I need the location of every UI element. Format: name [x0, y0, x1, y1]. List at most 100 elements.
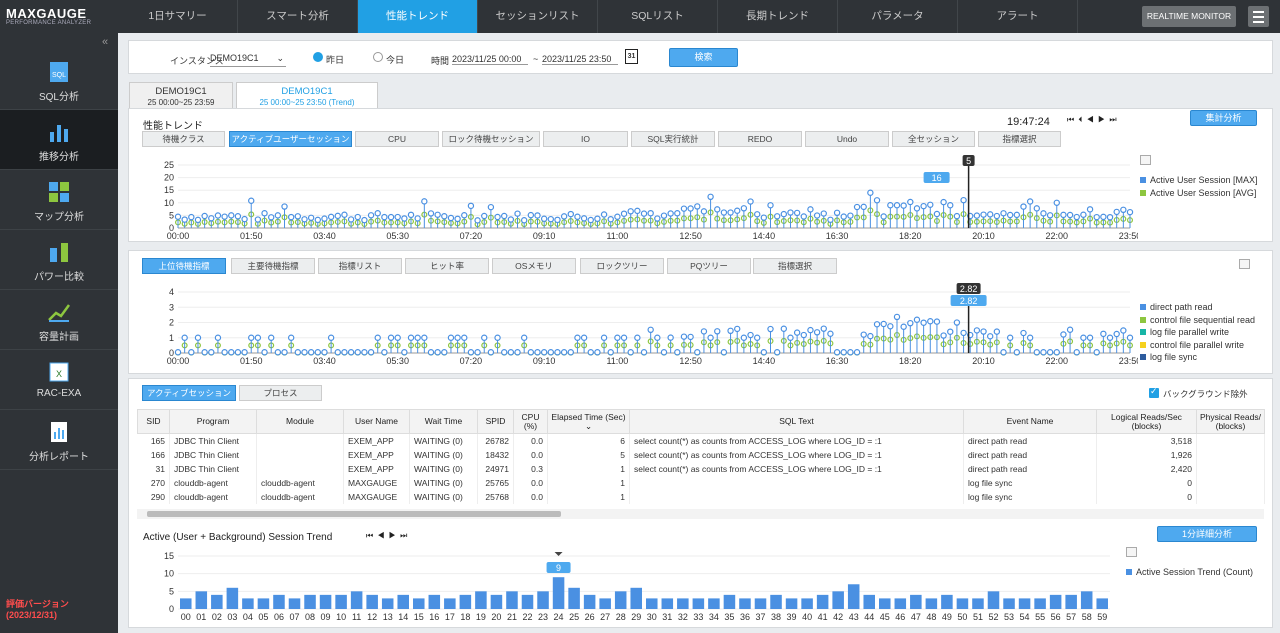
legend-item[interactable]: control file sequential read — [1140, 314, 1255, 327]
bar[interactable] — [180, 598, 192, 609]
bar[interactable] — [257, 598, 270, 609]
chart-settings-icon[interactable] — [1239, 259, 1250, 269]
topnav-tab-2[interactable]: 性能トレンド — [358, 0, 478, 33]
wait-event-chart[interactable]: 0 1 2 3 4 00:00 01:50 03:40 05:30 07:20 09:10 11:00… — [128, 282, 1138, 372]
sidebar-item-2[interactable]: マップ分析 — [0, 170, 118, 230]
bar[interactable] — [1018, 598, 1031, 609]
bar[interactable] — [847, 584, 860, 609]
bar[interactable] — [366, 594, 378, 609]
bar[interactable] — [506, 591, 518, 609]
legend-item[interactable]: Active User Session [MAX] — [1140, 174, 1258, 187]
trend-tab-2[interactable]: CPU — [355, 131, 439, 147]
trend-tab-4[interactable]: IO — [543, 131, 628, 147]
wait-tab-0[interactable]: 上位待機指標 — [142, 258, 226, 274]
bar[interactable] — [1049, 594, 1062, 609]
wait-tab-1[interactable]: 主要待機指標 — [231, 258, 315, 274]
realtime-monitor-button[interactable]: REALTIME MONITOR — [1142, 6, 1236, 27]
bar[interactable] — [863, 594, 875, 609]
wait-tab-7[interactable]: 指標選択 — [753, 258, 837, 274]
topnav-tab-7[interactable]: アラート — [958, 0, 1078, 33]
wait-tab-4[interactable]: OSメモリ — [492, 258, 576, 274]
bar[interactable] — [894, 598, 907, 609]
bar[interactable] — [801, 598, 813, 609]
topnav-tab-1[interactable]: スマート分析 — [238, 0, 358, 33]
topnav-tab-5[interactable]: 長期トレンド — [718, 0, 838, 33]
bar[interactable] — [941, 594, 953, 609]
bar[interactable] — [319, 594, 332, 609]
topnav-tab-6[interactable]: パラメータ — [838, 0, 958, 33]
bar[interactable] — [537, 591, 549, 609]
table-row[interactable]: 290 clouddb-agent clouddb-agent MAXGAUGE WAI… — [137, 489, 1265, 504]
bar[interactable] — [770, 594, 782, 609]
bar[interactable] — [646, 598, 658, 609]
time-from-input[interactable]: 2023/11/25 00:00 — [452, 54, 528, 65]
table-row[interactable]: 270 clouddb-agent clouddb-agent MAXGAUGE WAI… — [137, 475, 1265, 490]
column-header[interactable]: Wait Time — [409, 409, 478, 434]
bar[interactable] — [614, 591, 627, 609]
active-session-chart[interactable]: 0 5 10 15 20 25 00:00 01:50 03:40 05:30 07:20 09:10… — [128, 148, 1138, 241]
bar[interactable] — [521, 594, 534, 609]
menu-icon[interactable] — [1248, 6, 1269, 27]
column-header[interactable]: SID — [137, 409, 170, 434]
sidebar-item-5[interactable]: X RAC-EXA — [0, 350, 118, 410]
table-row[interactable]: 165 JDBC Thin Client EXEM_APP WAITING (0) 26… — [137, 433, 1265, 448]
wait-tab-3[interactable]: ヒット率 — [405, 258, 489, 274]
column-header[interactable]: Physical Reads/ (blocks) — [1196, 409, 1265, 434]
bar[interactable] — [381, 598, 394, 609]
legend-item[interactable]: log file parallel write — [1140, 326, 1255, 339]
legend-item[interactable]: control file parallel write — [1140, 339, 1255, 352]
bar[interactable] — [1034, 598, 1046, 609]
bar[interactable] — [879, 598, 891, 609]
bar[interactable] — [1096, 598, 1108, 609]
sidebar-item-0[interactable]: SQL SQL分析 — [0, 50, 118, 110]
bar[interactable] — [972, 598, 984, 609]
column-header[interactable]: Elapsed Time (Sec) ⌄ — [547, 409, 630, 434]
bar[interactable] — [335, 594, 347, 609]
bar[interactable] — [1003, 598, 1015, 609]
legend-item[interactable]: Active Session Trend (Count) — [1126, 566, 1253, 579]
column-header[interactable]: Program — [169, 409, 257, 434]
bar[interactable] — [661, 598, 674, 609]
bar[interactable] — [350, 591, 363, 609]
column-header[interactable]: Module — [256, 409, 344, 434]
topnav-tab-0[interactable]: 1日サマリー — [118, 0, 238, 33]
sidebar-item-1[interactable]: 推移分析 — [0, 110, 118, 170]
scrollbar-thumb[interactable] — [147, 511, 561, 517]
bar[interactable] — [490, 594, 503, 609]
sidebar-item-6[interactable]: 分析レポート — [0, 410, 118, 470]
bar[interactable] — [832, 591, 844, 609]
trend-tab-5[interactable]: SQL実行統計 — [631, 131, 715, 147]
wait-tab-6[interactable]: PQツリー — [667, 258, 751, 274]
instance-select[interactable]: DEMO19C1 ⌄ — [210, 49, 286, 67]
column-header[interactable]: SPID — [477, 409, 514, 434]
bar[interactable] — [288, 598, 301, 609]
column-header[interactable]: User Name — [343, 409, 410, 434]
bar[interactable] — [397, 594, 409, 609]
bar[interactable] — [599, 598, 611, 609]
bar[interactable] — [910, 594, 922, 609]
playback-controls[interactable]: ⏮ ⏴ ◀ ▶ ⏭ — [1067, 115, 1118, 124]
db-tab-trend[interactable]: DEMO19C1 25 00:00~25 23:50 (Trend) — [236, 82, 378, 109]
column-header[interactable]: Event Name — [963, 409, 1097, 434]
bar[interactable] — [211, 594, 223, 609]
topnav-tab-3[interactable]: セッションリスト — [478, 0, 598, 33]
chart-settings-icon[interactable] — [1140, 155, 1151, 165]
session-tab-0[interactable]: アクティブセッション — [142, 385, 236, 401]
bar[interactable] — [304, 594, 316, 609]
trend-tab-9[interactable]: 指標選択 — [978, 131, 1061, 147]
legend-item[interactable]: log file sync — [1140, 351, 1255, 364]
yesterday-radio[interactable] — [313, 52, 323, 62]
trend-tab-8[interactable]: 全セッション — [892, 131, 975, 147]
bar[interactable] — [630, 587, 642, 609]
column-header[interactable]: SQL Text — [629, 409, 964, 434]
bar[interactable] — [956, 598, 969, 609]
db-tab-daily[interactable]: DEMO19C1 25 00:00~25 23:59 — [129, 82, 233, 108]
bar[interactable] — [195, 591, 208, 609]
bar[interactable] — [816, 594, 829, 609]
bar[interactable] — [475, 591, 487, 609]
aggregate-analysis-button[interactable]: 集計分析 — [1190, 110, 1257, 126]
bar[interactable] — [413, 598, 425, 609]
bar[interactable] — [739, 598, 751, 609]
bar[interactable] — [242, 598, 254, 609]
